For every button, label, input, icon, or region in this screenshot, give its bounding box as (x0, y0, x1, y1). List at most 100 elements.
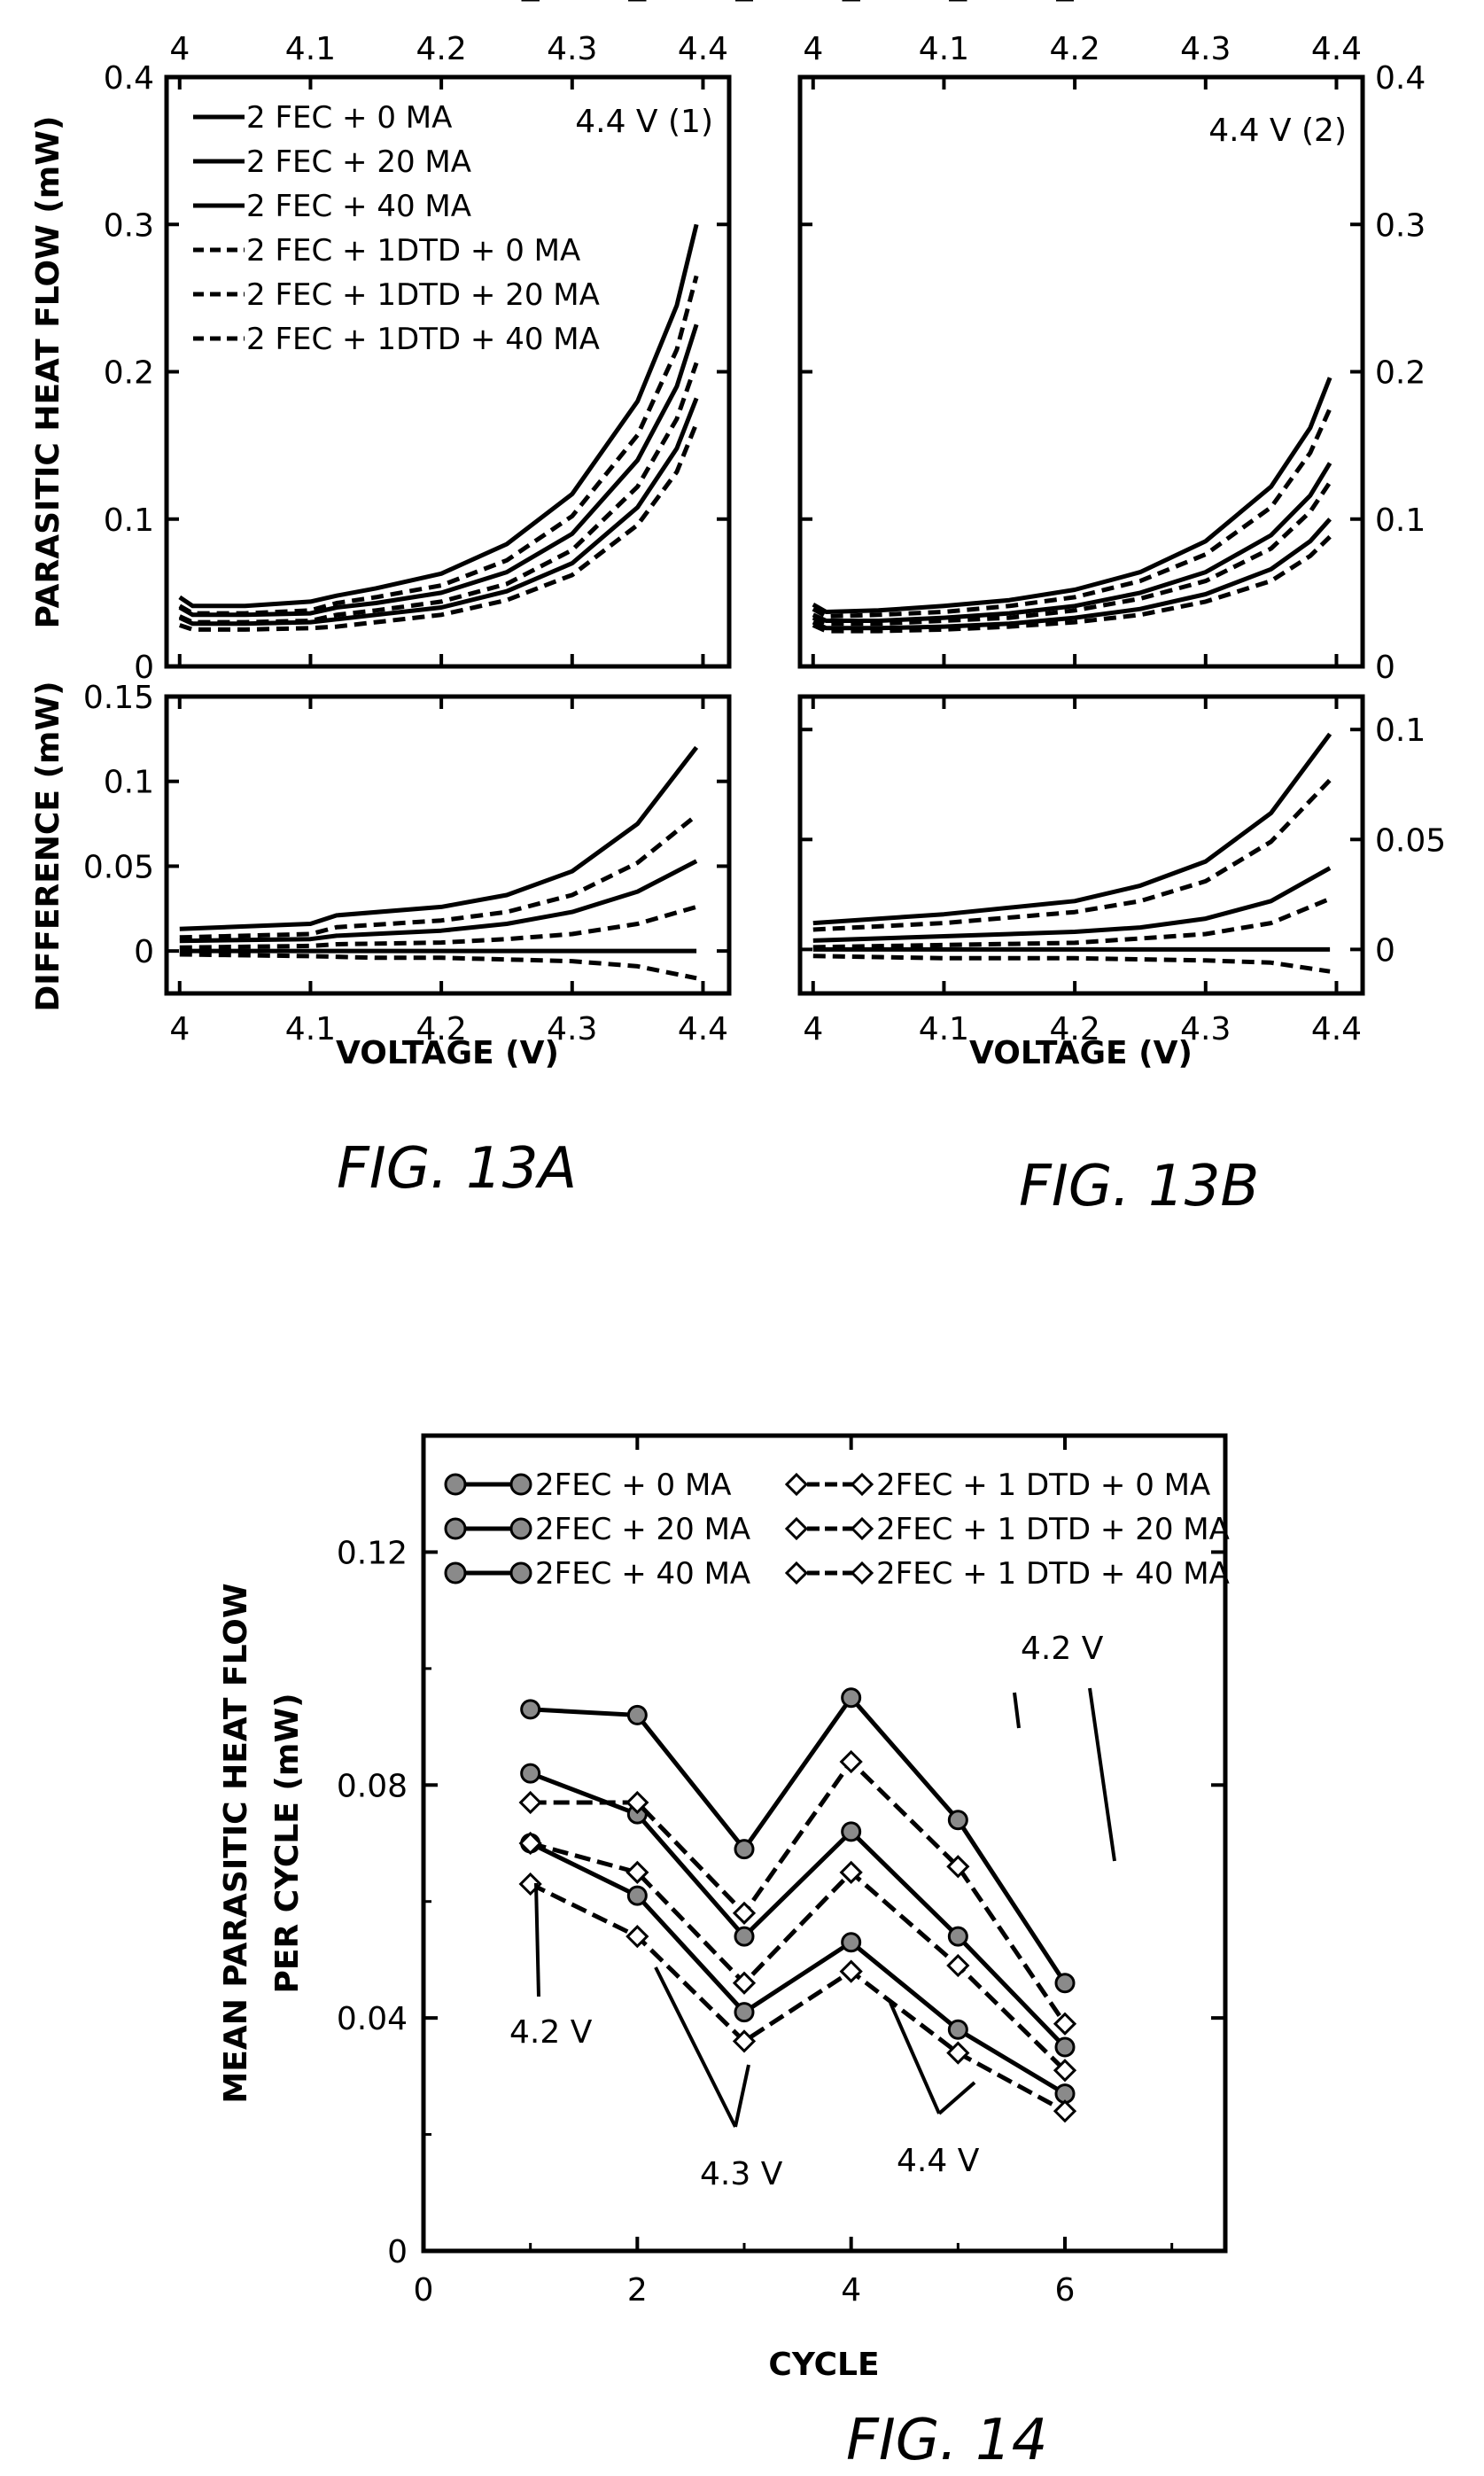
fig13a-bottom-series-line-0 (179, 745, 699, 931)
fig13b-bottom-xtick-label: 4.3 (1180, 1011, 1231, 1047)
fig13b-bottom-series-line-0 (812, 732, 1332, 926)
legend-label: 2 FEC + 20 MA (246, 144, 471, 180)
fig13b-bottom-series-line-3 (812, 896, 1332, 950)
legend-label: 2 FEC + 40 MA (246, 189, 471, 224)
fig14-xtick-label: 4 (841, 2272, 861, 2309)
fig14-xlabel: CYCLE (768, 2347, 879, 2383)
fig14-annotation-leader (1088, 1687, 1116, 1862)
fig14-point-diamond (1053, 2059, 1077, 2083)
fig13b-bottom-xtick-label: 4.1 (919, 1011, 969, 1047)
fig14-caption: FIG. 14 (846, 2408, 1047, 2473)
fig13a-top-ylabel: PARASITIC HEAT FLOW (mW) (30, 116, 66, 629)
fig13b-top-ytick-label: 0 (1375, 650, 1395, 686)
fig14-annotation-label: 4.3 V (700, 2156, 783, 2192)
fig14-point-diamond (625, 1790, 649, 1815)
fig14-series-line-2 (529, 1841, 1067, 2096)
fig14-series-line-1 (529, 1771, 1067, 2049)
fig13b-bottom-series-line-2 (812, 866, 1332, 943)
fig13a-top-series-line-1 (178, 323, 699, 618)
fig14-legend-marker (850, 1561, 874, 1585)
fig13a-bottom-xtick-label: 4.2 (416, 1011, 466, 1047)
fig13a-top-ytick-label: 0.1 (104, 502, 154, 539)
fig13b-bottom-ytick-label: 0.1 (1375, 712, 1426, 749)
fig13a-top-ytick-label: 0 (134, 650, 154, 686)
fig14-annotation-leader (1013, 1692, 1021, 1729)
fig14-point-circle (947, 1926, 968, 1947)
fig14-ytick-label: 0.04 (337, 2001, 408, 2037)
legend-label: 2 FEC + 1DTD + 40 MA (246, 322, 600, 357)
fig13a-top-series-line-2 (178, 397, 699, 627)
fig14-point-circle (734, 2002, 755, 2023)
fig13b-top-series-line-2 (812, 518, 1332, 631)
fig14-point-diamond (1053, 2099, 1077, 2123)
fig14-legend-marker (509, 1517, 532, 1540)
fig14-point-diamond (518, 1831, 542, 1856)
fig13b-top-annotation: 4.4 V (2) (1208, 113, 1347, 149)
fig14-point-circle (841, 1687, 862, 1709)
fig13a-caption: FIG. 13A (337, 1136, 577, 1202)
fig14-legend-label: 2FEC + 1 DTD + 20 MA (876, 1512, 1230, 1547)
fig13b-top-xtick-label: 4.3 (1180, 31, 1231, 67)
fig14-point-circle (734, 1839, 755, 1860)
fig13b-bottom-ytick-label: 0.05 (1375, 822, 1446, 859)
fig14-legend-marker (784, 1472, 809, 1497)
fig14-legend-marker (509, 1473, 532, 1496)
fig14-annotation-label: 4.2 V (509, 2014, 593, 2051)
fig14-point-diamond (732, 1901, 757, 1925)
fig14-legend-marker (444, 1561, 467, 1584)
fig13b-xlabel: VOLTAGE (V) (969, 1035, 1193, 1071)
fig14-annotation-leader (937, 2081, 976, 2115)
fig13a-top-series-line-0 (178, 223, 699, 609)
fig13a-top-xtick-label: 4 (169, 31, 190, 67)
fig14-annotation-label: 4.4 V (897, 2143, 980, 2179)
fig14-point-diamond (946, 1953, 970, 1978)
legend-label: 2 FEC + 0 MA (246, 100, 452, 136)
fig14-series-line-0 (530, 1693, 1068, 1985)
fig13a-bottom-ytick-label: 0.05 (83, 849, 154, 885)
fig14-ytick-label: 0.08 (337, 1768, 408, 1804)
fig14-point-circle (734, 1926, 755, 1947)
fig13a-top-xtick-label: 4.4 (678, 31, 728, 67)
fig13b-bottom-ytick-label: 0 (1375, 932, 1395, 969)
fig14-point-circle (1054, 1973, 1076, 1994)
fig13a-top-ytick-label: 0.3 (104, 207, 154, 244)
fig13b-top-series-line-4 (812, 480, 1332, 627)
fig13b-top-series-line-0 (812, 377, 1332, 614)
fig13a-top-xtick-label: 4.1 (285, 31, 336, 67)
fig13b-caption: FIG. 13B (1019, 1154, 1259, 1219)
fig13b-top-xtick-label: 4 (803, 31, 823, 67)
fig13a-bottom-frame (164, 694, 732, 996)
fig13b-bottom-xtick-label: 4.4 (1311, 1011, 1362, 1047)
fig13a-bottom-ytick-label: 0.15 (83, 680, 154, 716)
fig13a-bottom-series-line-5 (179, 952, 697, 981)
fig13b-bottom-frame (797, 694, 1365, 996)
fig13b-bottom-series-line-5 (812, 954, 1331, 974)
fig14-xtick-label: 6 (1055, 2272, 1076, 2309)
fig13a-top-ytick-label: 0.2 (104, 355, 154, 392)
fig14-legend-label: 2FEC + 0 MA (535, 1468, 732, 1503)
fig13a-bottom-series-line-1 (179, 814, 698, 940)
fig13b-top-ytick-label: 0.2 (1375, 355, 1426, 392)
fig14-point-circle (947, 1810, 968, 1831)
fig14-series-line-3 (530, 1758, 1068, 2026)
fig13a-top-annotation: 4.4 V (1) (575, 104, 713, 140)
fig14-legend-marker (850, 1472, 874, 1497)
fig14-annotation-leader (734, 2064, 750, 2128)
fig13a-bottom-ytick-label: 0 (134, 934, 154, 970)
fig13a-bottom-xtick-label: 4.4 (678, 1011, 728, 1047)
fig13b-top-series-line-1 (812, 462, 1332, 623)
fig14-point-circle (947, 2019, 968, 2040)
fig14-point-diamond (518, 1790, 542, 1815)
fig13b-bottom-series-line-1 (812, 778, 1332, 932)
fig13b-top-xtick-label: 4.4 (1311, 31, 1362, 67)
plot-layer: 4 4.1 4.2 4.3 4.4 0 0.1 0.2 0.3 0.4 4.4 V (1) 2 FEC… (83, 0, 1446, 2309)
fig14-point-diamond (839, 1749, 863, 1774)
fig13a-top-series-line-4 (178, 362, 699, 625)
fig13a-xlabel: VOLTAGE (V) (336, 1035, 559, 1071)
fig13a-bottom-ytick-label: 0.1 (104, 765, 154, 801)
fig13a-bottom-series-line-2 (179, 859, 698, 944)
fig13a-top-ytick-label: 0.4 (104, 60, 154, 97)
fig13b-top-xtick-label: 4.1 (919, 31, 969, 67)
fig14-annotation-leader (654, 1966, 737, 2128)
fig14-point-circle (626, 1704, 648, 1725)
